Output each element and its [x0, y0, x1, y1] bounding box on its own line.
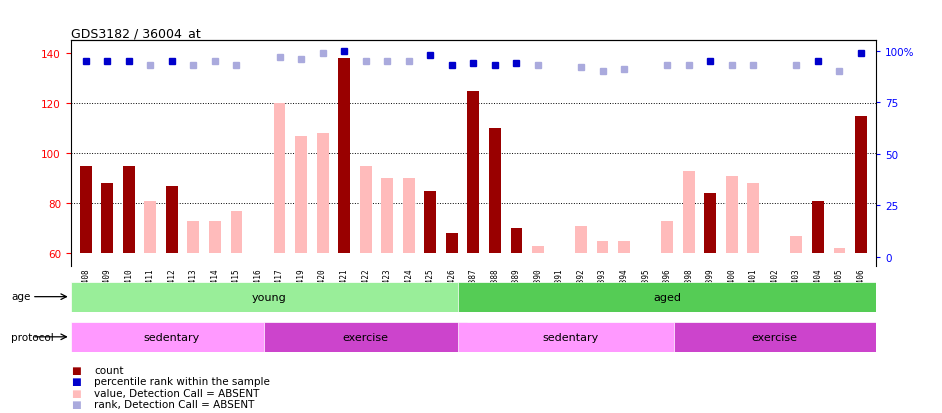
Bar — [683, 171, 694, 254]
Text: sedentary: sedentary — [543, 332, 598, 342]
Bar — [674, 322, 876, 352]
Bar — [458, 282, 876, 312]
Bar — [231, 211, 242, 254]
Bar — [295, 136, 307, 254]
Bar — [446, 234, 458, 254]
Bar — [618, 241, 630, 254]
Bar — [187, 221, 200, 254]
Bar — [71, 322, 273, 352]
Bar — [726, 176, 738, 254]
Bar — [360, 166, 371, 254]
Text: aged: aged — [653, 292, 681, 302]
Bar — [467, 91, 479, 254]
Bar — [747, 184, 759, 254]
Text: percentile rank within the sample: percentile rank within the sample — [94, 376, 270, 386]
Bar — [102, 184, 113, 254]
Bar — [166, 186, 178, 254]
Text: age: age — [11, 291, 31, 301]
Bar — [265, 322, 467, 352]
Bar — [424, 191, 436, 254]
Bar — [661, 221, 674, 254]
Text: sedentary: sedentary — [144, 332, 200, 342]
Bar — [382, 179, 393, 254]
Bar — [489, 129, 501, 254]
Bar — [790, 236, 803, 254]
Text: count: count — [94, 365, 123, 375]
Bar — [209, 221, 220, 254]
Bar — [705, 194, 716, 254]
Bar — [576, 226, 587, 254]
Bar — [812, 202, 824, 254]
Text: exercise: exercise — [343, 332, 389, 342]
Bar — [144, 202, 156, 254]
Bar — [403, 179, 414, 254]
Text: ■: ■ — [71, 365, 80, 375]
Bar — [596, 241, 609, 254]
Bar — [458, 322, 682, 352]
Text: rank, Detection Call = ABSENT: rank, Detection Call = ABSENT — [94, 399, 254, 409]
Text: exercise: exercise — [752, 332, 798, 342]
Text: ■: ■ — [71, 388, 80, 398]
Bar — [71, 282, 467, 312]
Bar — [532, 247, 544, 254]
Bar — [122, 166, 135, 254]
Text: ■: ■ — [71, 399, 80, 409]
Text: young: young — [252, 292, 286, 302]
Text: value, Detection Call = ABSENT: value, Detection Call = ABSENT — [94, 388, 260, 398]
Text: protocol: protocol — [11, 332, 54, 342]
Bar — [834, 249, 845, 254]
Text: GDS3182 / 36004_at: GDS3182 / 36004_at — [71, 27, 201, 40]
Text: ■: ■ — [71, 376, 80, 386]
Bar — [338, 59, 350, 254]
Bar — [273, 104, 285, 254]
Bar — [317, 134, 329, 254]
Bar — [80, 166, 91, 254]
Bar — [511, 229, 523, 254]
Bar — [855, 116, 867, 254]
